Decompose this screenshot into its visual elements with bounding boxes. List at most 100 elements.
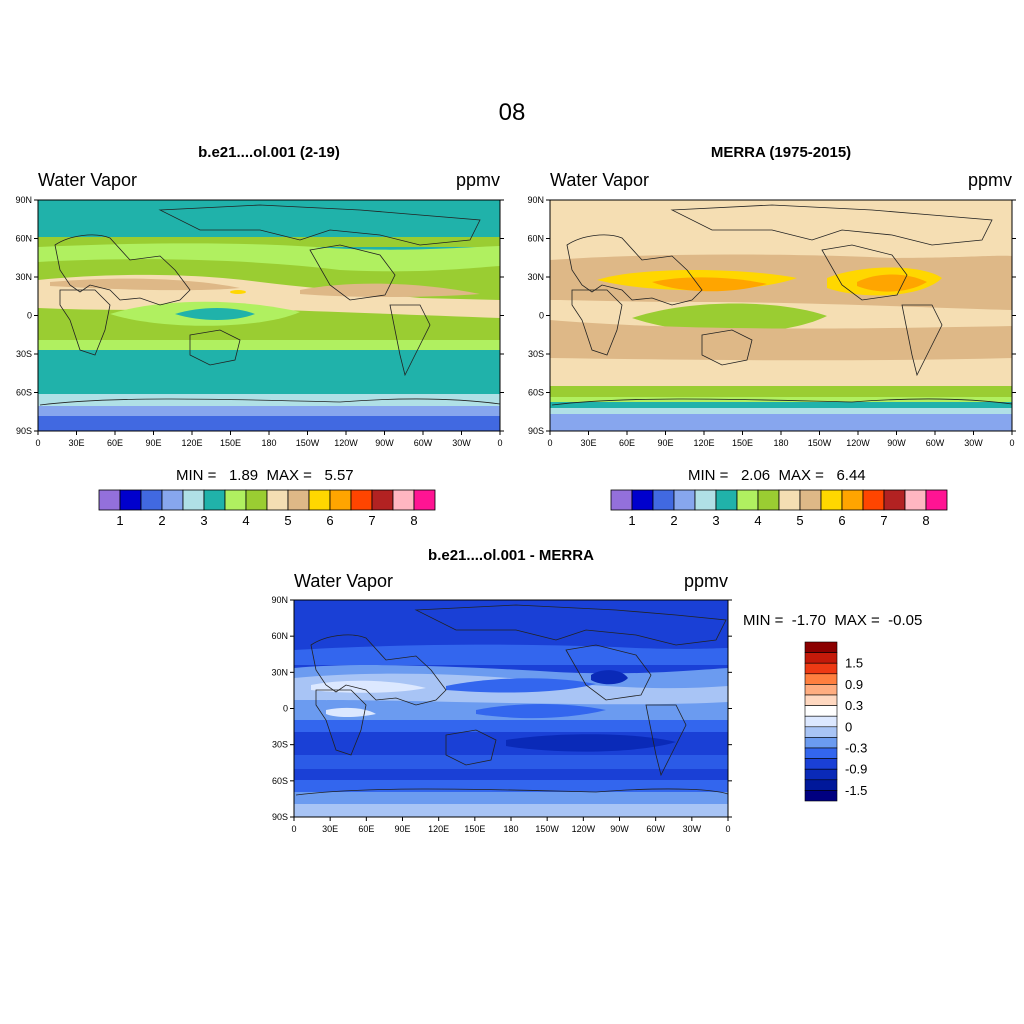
coastlines-merra [551,204,1012,406]
colorbar-swatch [715,489,738,511]
lon-tick-label: 60E [358,824,374,834]
lon-tick-label: 180 [773,438,788,448]
colorbar-labels-model: 1 2 3 4 5 6 7 8 [116,513,417,528]
lat-tick-label: 0 [27,311,32,321]
lon-tick-label: 90W [375,438,394,448]
colorbar-label: -1.5 [845,783,867,798]
units-label-diff: ppmv [683,571,728,591]
lon-tick-label: 150W [535,824,559,834]
colorbar-model: 1 2 3 4 5 6 7 8 [98,489,436,528]
colorbar-label: 7 [368,513,375,528]
colorbar-swatch [804,694,838,706]
variable-label-model: Water Vapor [38,170,138,190]
colorbar-swatch [804,662,838,675]
colorbar-label: 6 [326,513,333,528]
minmax-model: MIN = 1.89 MAX = 5.57 [176,467,354,484]
minmax-merra: MIN = 2.06 MAX = 6.44 [688,467,866,484]
lat-tick-label: 60N [271,631,288,641]
colorbar-swatch [820,489,843,511]
lat-tick-label: 30S [528,349,544,359]
lat-tick-label: 60S [528,388,544,398]
lon-tick-label: 60W [414,438,433,448]
contour-fill-merra [550,200,1012,431]
lon-tick-label: 30W [683,824,702,834]
colorbar-swatch [413,489,436,511]
colorbar-boxes-diff [804,641,838,802]
colorbar-swatch [610,489,633,511]
colorbar-label: 4 [242,513,249,528]
colorbar-swatch [804,790,838,802]
colorbar-swatch [652,489,675,511]
lon-tick-label: 60E [107,438,123,448]
colorbar-swatch [98,489,121,511]
lon-axis-model: 0 30E 60E 90E 120E 150E 180 150W 120W 90W 60W 30W 0 [35,431,503,448]
colorbar-label: -0.9 [845,762,867,777]
lon-tick-label: 30W [452,438,471,448]
colorbar-swatch [904,489,927,511]
lon-tick-label: 30E [68,438,84,448]
lon-tick-label: 120W [334,438,358,448]
colorbar-swatch [673,489,696,511]
lon-tick-label: 0 [1009,438,1014,448]
map-panel-diff: 90N 60N 30N 0 30S 60S 90S 0 30E 60E 90E 120E 150E 18… [271,595,732,834]
lat-tick-label: 30N [15,272,32,282]
lat-tick-label: 90N [271,595,288,605]
min-label-model: MIN = [176,467,217,484]
colorbar-swatch [182,489,205,511]
lat-tick-label: 30S [16,349,32,359]
max-label-model: MAX = [266,467,312,484]
colorbar-swatch [778,489,801,511]
lon-tick-label: 90W [887,438,906,448]
colorbar-swatch [308,489,331,511]
lon-tick-label: 30W [964,438,983,448]
colorbar-labels-merra: 1 2 3 4 5 6 7 8 [628,513,929,528]
variable-label-diff: Water Vapor [294,571,394,591]
lat-tick-label: 90S [528,426,544,436]
max-label-merra: MAX = [778,467,824,484]
colorbar-swatch [757,489,780,511]
lon-axis-diff: 0 30E 60E 90E 120E 150E 180 150W 120W 90W 60W 30W 0 [291,817,731,834]
lon-tick-label: 150E [220,438,241,448]
colorbar-swatch [804,705,838,717]
lat-tick-label: 60S [16,388,32,398]
colorbar-label: 3 [712,513,719,528]
lon-tick-label: 120E [428,824,449,834]
lat-tick-label: 30S [272,740,288,750]
lon-tick-label: 30E [322,824,338,834]
lon-tick-label: 120W [846,438,870,448]
lon-tick-label: 0 [35,438,40,448]
lat-tick-label: 60S [272,776,288,786]
colorbar-swatch [329,489,352,511]
colorbar-swatch [841,489,864,511]
colorbar-swatch [119,489,142,511]
lat-axis-model: 90N 60N 30N 0 30S 60S 90S [15,195,504,436]
colorbar-label: 1.5 [845,656,863,671]
colorbar-swatch [862,489,885,511]
colorbar-label: 5 [284,513,291,528]
colorbar-label: 8 [922,513,929,528]
lat-tick-label: 90S [272,812,288,822]
lat-tick-label: 30N [271,667,288,677]
minmax-diff: MIN = -1.70 MAX = -0.05 [743,612,922,629]
colorbar-swatch [804,715,838,728]
units-label-merra: ppmv [967,170,1012,190]
max-value-model: 5.57 [324,467,354,484]
colorbar-swatch [371,489,394,511]
coastlines-diff [295,604,728,796]
panel-title-merra: MERRA (1975-2015) [710,144,852,161]
lat-tick-label: 90N [527,195,544,205]
colorbar-swatch [804,641,838,653]
colorbar-swatch [804,673,838,685]
lat-tick-label: 60N [15,234,32,244]
colorbar-label: -0.3 [845,741,867,756]
colorbar-swatch [140,489,163,511]
lon-tick-label: 0 [547,438,552,448]
lon-tick-label: 30E [580,438,596,448]
colorbar-swatch [804,758,838,770]
lat-tick-label: 0 [539,311,544,321]
colorbar-label: 6 [838,513,845,528]
colorbar-label: 0 [845,719,852,734]
colorbar-boxes-model [98,489,436,511]
lon-tick-label: 150W [808,438,832,448]
lon-tick-label: 90E [145,438,161,448]
